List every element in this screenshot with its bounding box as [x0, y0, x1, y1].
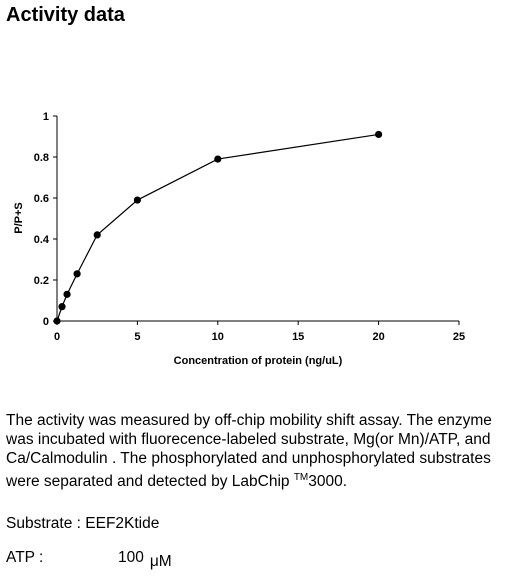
x-ticks: 0 5 10 15 20 25: [54, 321, 465, 343]
x-axis-label: Concentration of protein (ng/uL): [174, 355, 343, 367]
y-ticks: 0 0.2 0.4 0.6 0.8 1: [34, 111, 57, 328]
data-point: [133, 196, 141, 204]
assay-description: The activity was measured by off-chip mo…: [6, 411, 521, 491]
y-tick-label: 0.4: [34, 234, 50, 246]
atp-label: ATP :: [6, 549, 44, 566]
x-tick-label: 15: [292, 331, 304, 343]
description-text: The activity was measured by off-chip mo…: [6, 412, 492, 491]
x-axis: 0 5 10 15 20 25 Concentration of protein (ng/…: [54, 320, 465, 367]
y-tick-label: 1: [43, 111, 49, 123]
data-point: [58, 303, 66, 311]
activity-chart: 0 0.2 0.4 0.6 0.8 1 P/P+S 0 5 10 15 20 25 Concentr…: [13, 111, 465, 367]
y-tick-label: 0.8: [34, 152, 49, 164]
data-point: [63, 290, 71, 298]
data-point: [214, 155, 222, 163]
plot-series: [53, 130, 383, 325]
x-tick-label: 5: [134, 331, 140, 343]
substrate-info: Substrate : EEF2Ktide: [6, 515, 160, 532]
y-tick-label: 0: [43, 316, 49, 328]
atp-value-group: 100 μM: [118, 549, 172, 570]
atp-unit: μM: [149, 553, 172, 570]
data-point: [73, 270, 81, 278]
x-tick-label: 25: [453, 331, 465, 343]
y-tick-label: 0.6: [34, 193, 49, 205]
atp-info: ATP : 100 μM: [6, 549, 172, 570]
atp-value: 100: [118, 549, 144, 566]
x-tick-label: 20: [372, 331, 384, 343]
data-point: [375, 130, 383, 139]
y-axis-label: P/P+S: [13, 202, 25, 234]
data-point: [53, 317, 61, 325]
x-tick-label: 0: [54, 331, 60, 343]
trademark-mark: TM: [293, 472, 309, 483]
data-point: [93, 231, 101, 239]
y-tick-label: 0.2: [34, 275, 49, 287]
y-axis: 0 0.2 0.4 0.6 0.8 1 P/P+S: [13, 111, 58, 328]
x-tick-label: 10: [212, 331, 224, 343]
labchip-model: 3000.: [308, 473, 348, 491]
page-title: Activity data: [6, 4, 125, 26]
